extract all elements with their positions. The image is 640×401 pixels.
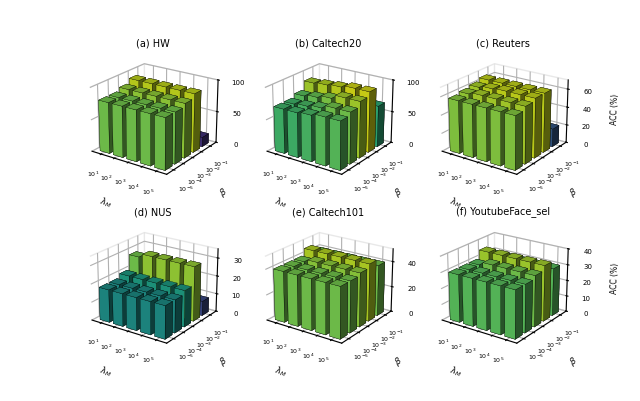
X-axis label: $\lambda_M$: $\lambda_M$	[448, 363, 463, 378]
Title: (c) Reuters: (c) Reuters	[476, 38, 530, 48]
Title: (d) NUS: (d) NUS	[134, 207, 172, 217]
Title: (b) Caltech20: (b) Caltech20	[295, 38, 361, 48]
Title: (f) YoutubeFace_sel: (f) YoutubeFace_sel	[456, 206, 550, 217]
Y-axis label: $\beta$: $\beta$	[567, 353, 580, 368]
X-axis label: $\lambda_M$: $\lambda_M$	[273, 363, 289, 378]
X-axis label: $\lambda_M$: $\lambda_M$	[98, 194, 113, 210]
X-axis label: $\lambda_M$: $\lambda_M$	[448, 194, 463, 210]
Title: (a) HW: (a) HW	[136, 38, 170, 48]
Y-axis label: $\beta$: $\beta$	[567, 185, 580, 200]
Y-axis label: $\beta$: $\beta$	[217, 185, 230, 200]
X-axis label: $\lambda_M$: $\lambda_M$	[273, 194, 289, 210]
Y-axis label: $\beta$: $\beta$	[217, 353, 230, 368]
Y-axis label: $\beta$: $\beta$	[392, 353, 405, 368]
Title: (e) Caltech101: (e) Caltech101	[292, 207, 364, 217]
Y-axis label: $\beta$: $\beta$	[392, 185, 405, 200]
X-axis label: $\lambda_M$: $\lambda_M$	[98, 363, 113, 378]
